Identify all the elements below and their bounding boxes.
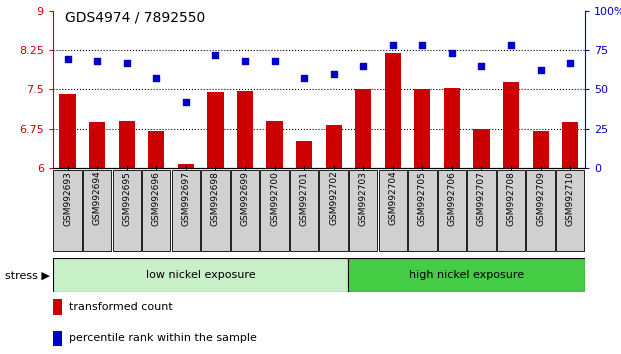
Text: GSM992695: GSM992695 (122, 171, 131, 225)
Point (476, 63, 486, 69)
Bar (148, 131, 165, 168)
Bar (237, 91, 253, 168)
Point (506, 42, 516, 48)
Point (565, 60, 575, 65)
Text: GSM992701: GSM992701 (299, 171, 309, 225)
Bar (527, 170, 555, 251)
Point (181, 99, 191, 105)
Bar (562, 122, 578, 168)
Point (240, 58, 250, 64)
Point (299, 75, 309, 81)
Bar (53, 258, 348, 292)
Bar (83, 170, 111, 251)
Bar (503, 82, 519, 168)
Bar (142, 170, 170, 251)
Bar (178, 164, 194, 168)
Text: GSM992698: GSM992698 (211, 171, 220, 225)
Point (270, 58, 279, 64)
Bar (266, 121, 283, 168)
Bar (319, 170, 348, 251)
Text: GSM992705: GSM992705 (418, 171, 427, 225)
Bar (408, 170, 437, 251)
Point (417, 42, 427, 48)
Point (447, 50, 457, 56)
Bar (89, 122, 106, 168)
Point (152, 75, 161, 81)
Text: low nickel exposure: low nickel exposure (146, 270, 255, 280)
Bar (201, 170, 230, 251)
Point (211, 52, 220, 58)
Point (388, 42, 398, 48)
Text: GSM992700: GSM992700 (270, 171, 279, 225)
Text: GSM992709: GSM992709 (536, 171, 545, 225)
Text: transformed count: transformed count (69, 302, 173, 312)
Bar (53, 170, 82, 251)
Bar (349, 170, 378, 251)
Bar (260, 170, 289, 251)
Text: GSM992707: GSM992707 (477, 171, 486, 225)
Bar (207, 92, 224, 168)
Bar (438, 170, 466, 251)
Text: GSM992710: GSM992710 (566, 171, 574, 225)
Bar (296, 141, 312, 168)
Bar (468, 170, 496, 251)
Bar (112, 170, 141, 251)
Bar (325, 125, 342, 168)
Text: GSM992708: GSM992708 (507, 171, 515, 225)
Text: GDS4974 / 7892550: GDS4974 / 7892550 (65, 11, 206, 25)
Bar (556, 170, 584, 251)
Text: GSM992706: GSM992706 (448, 171, 456, 225)
Bar (60, 93, 76, 168)
Text: GSM992696: GSM992696 (152, 171, 161, 225)
Bar (53, 299, 62, 315)
Text: stress ▶: stress ▶ (5, 270, 50, 280)
Text: GSM992703: GSM992703 (359, 171, 368, 225)
Bar (53, 331, 62, 346)
Point (536, 68, 546, 73)
Text: GSM992699: GSM992699 (240, 171, 250, 225)
Bar (348, 258, 585, 292)
Bar (290, 170, 319, 251)
Text: GSM992693: GSM992693 (63, 171, 72, 225)
Text: percentile rank within the sample: percentile rank within the sample (69, 333, 256, 343)
Point (329, 71, 338, 76)
Bar (379, 170, 407, 251)
Point (63, 57, 73, 62)
Text: high nickel exposure: high nickel exposure (409, 270, 524, 280)
Text: GSM992697: GSM992697 (181, 171, 190, 225)
Bar (497, 170, 525, 251)
Text: GSM992694: GSM992694 (93, 171, 102, 225)
Point (122, 60, 132, 65)
Bar (384, 53, 401, 168)
Bar (473, 129, 489, 168)
Bar (171, 170, 200, 251)
Text: GSM992702: GSM992702 (329, 171, 338, 225)
Point (92, 58, 102, 64)
Bar (355, 89, 371, 168)
Bar (414, 89, 430, 168)
Bar (119, 121, 135, 168)
Bar (532, 131, 549, 168)
Bar (231, 170, 259, 251)
Point (358, 63, 368, 69)
Text: GSM992704: GSM992704 (388, 171, 397, 225)
Bar (444, 88, 460, 168)
